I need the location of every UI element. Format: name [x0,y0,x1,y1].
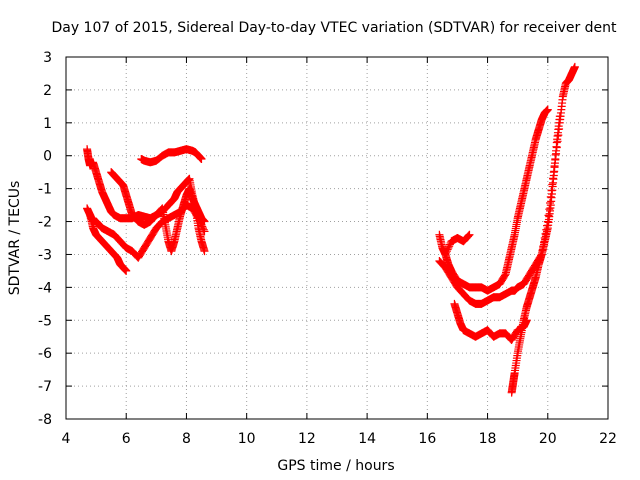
x-tick-label: 20 [539,431,557,447]
chart-title: Day 107 of 2015, Sidereal Day-to-day VTE… [51,20,617,36]
y-tick-label: 1 [43,116,52,132]
data-point [463,232,472,241]
data-point [465,230,474,239]
data-point [200,217,209,226]
y-tick-label: 0 [43,149,52,165]
data-point [443,245,452,254]
data-point [199,225,208,234]
data-series [137,145,206,167]
data-series [83,201,209,262]
y-tick-label: -8 [38,412,52,428]
data-point [199,224,208,233]
plot-frame [65,56,609,420]
x-tick-label: 8 [182,431,191,447]
x-tick-label: 4 [62,431,71,447]
data-point [445,242,454,251]
y-tick-label: 2 [43,83,52,99]
data-points [83,62,579,397]
x-tick-label: 18 [479,431,497,447]
data-point [464,231,473,240]
y-tick-label: -4 [38,280,52,296]
data-series [450,299,531,345]
data-series [107,168,209,256]
x-tick-label: 16 [418,431,436,447]
y-tick-label: 3 [43,50,52,66]
data-series [86,210,131,275]
data-point [543,105,552,114]
data-point [157,205,166,214]
data-point [441,250,450,259]
grid [66,57,608,419]
data-series [435,105,552,295]
y-tick-label: -6 [38,346,52,362]
x-tick-label: 12 [298,431,316,447]
data-point [200,227,209,236]
data-point [555,112,564,121]
x-tick-label: 14 [358,431,376,447]
x-tick-label: 10 [238,431,256,447]
data-point [122,266,131,275]
data-series [441,230,474,259]
x-axis-label: GPS time / hours [277,458,394,474]
data-point [570,62,579,71]
data-point [442,247,451,256]
data-series [507,112,564,397]
data-point [200,247,209,256]
y-tick-label: -2 [38,215,52,231]
y-tick-label: -5 [38,313,52,329]
data-point [198,222,207,231]
y-tick-label: -1 [38,182,52,198]
y-axis-label: SDTVAR / TECUs [7,181,23,296]
data-series [83,145,209,256]
data-point [442,248,451,257]
x-tick-label: 6 [122,431,131,447]
y-tick-label: -3 [38,247,52,263]
x-tick-label: 22 [599,431,617,447]
y-tick-label: -7 [38,379,52,395]
data-point [197,155,206,164]
data-series [435,62,579,308]
data-point [444,243,453,252]
